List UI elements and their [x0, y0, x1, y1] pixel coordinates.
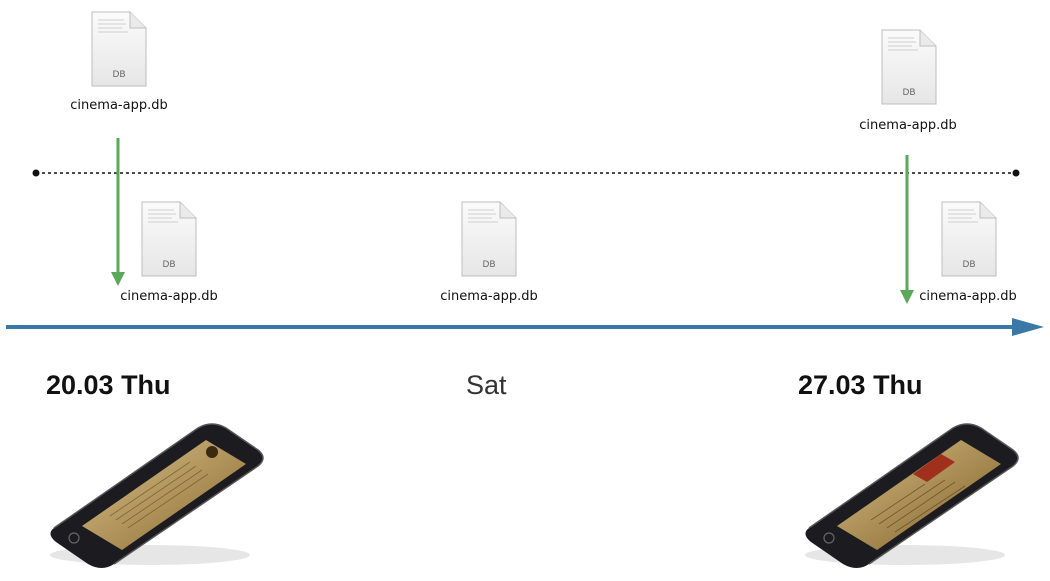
separator-start-dot [32, 169, 40, 177]
timeline-arrowhead [1012, 318, 1044, 336]
file-ext-label: DB [112, 70, 126, 80]
local-sat-filename: cinema-app.db [440, 289, 538, 304]
file-ext-label: DB [902, 88, 916, 98]
db-file-icon: DB [458, 200, 520, 278]
timeline-end-label: 27.03 Thu [798, 370, 923, 400]
db-file-icon: DB [138, 200, 200, 278]
sync-arrow-left-head [111, 272, 125, 286]
file-ext-label: DB [162, 260, 176, 270]
sync-arrow-right-head [900, 290, 914, 304]
phone-icon [795, 420, 1025, 570]
file-ext-label: DB [962, 260, 976, 270]
phone-icon [40, 420, 270, 570]
db-file-icon: DB [88, 10, 150, 88]
timeline-start-label: 20.03 Thu [46, 370, 171, 400]
local-nextthu-filename: cinema-app.db [919, 289, 1017, 304]
db-file-icon: DB [878, 28, 940, 106]
server-new-filename: cinema-app.db [859, 118, 957, 133]
server-old-filename: cinema-app.db [70, 98, 168, 113]
file-ext-label: DB [482, 260, 496, 270]
db-file-icon: DB [938, 200, 1000, 278]
local-thu-filename: cinema-app.db [120, 289, 218, 304]
timeline-mid-label: Sat [466, 370, 507, 400]
separator-end-dot [1012, 169, 1020, 177]
